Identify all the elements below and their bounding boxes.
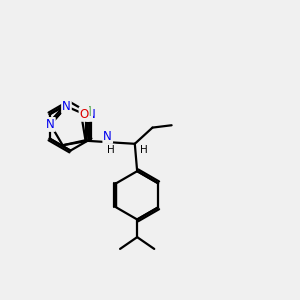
Text: N: N — [62, 100, 71, 113]
Text: Cl: Cl — [80, 106, 92, 119]
Text: H: H — [107, 145, 115, 155]
Text: H: H — [140, 145, 148, 155]
Text: O: O — [80, 108, 89, 121]
Text: N: N — [103, 130, 112, 143]
Text: N: N — [46, 118, 55, 131]
Text: N: N — [87, 108, 96, 121]
